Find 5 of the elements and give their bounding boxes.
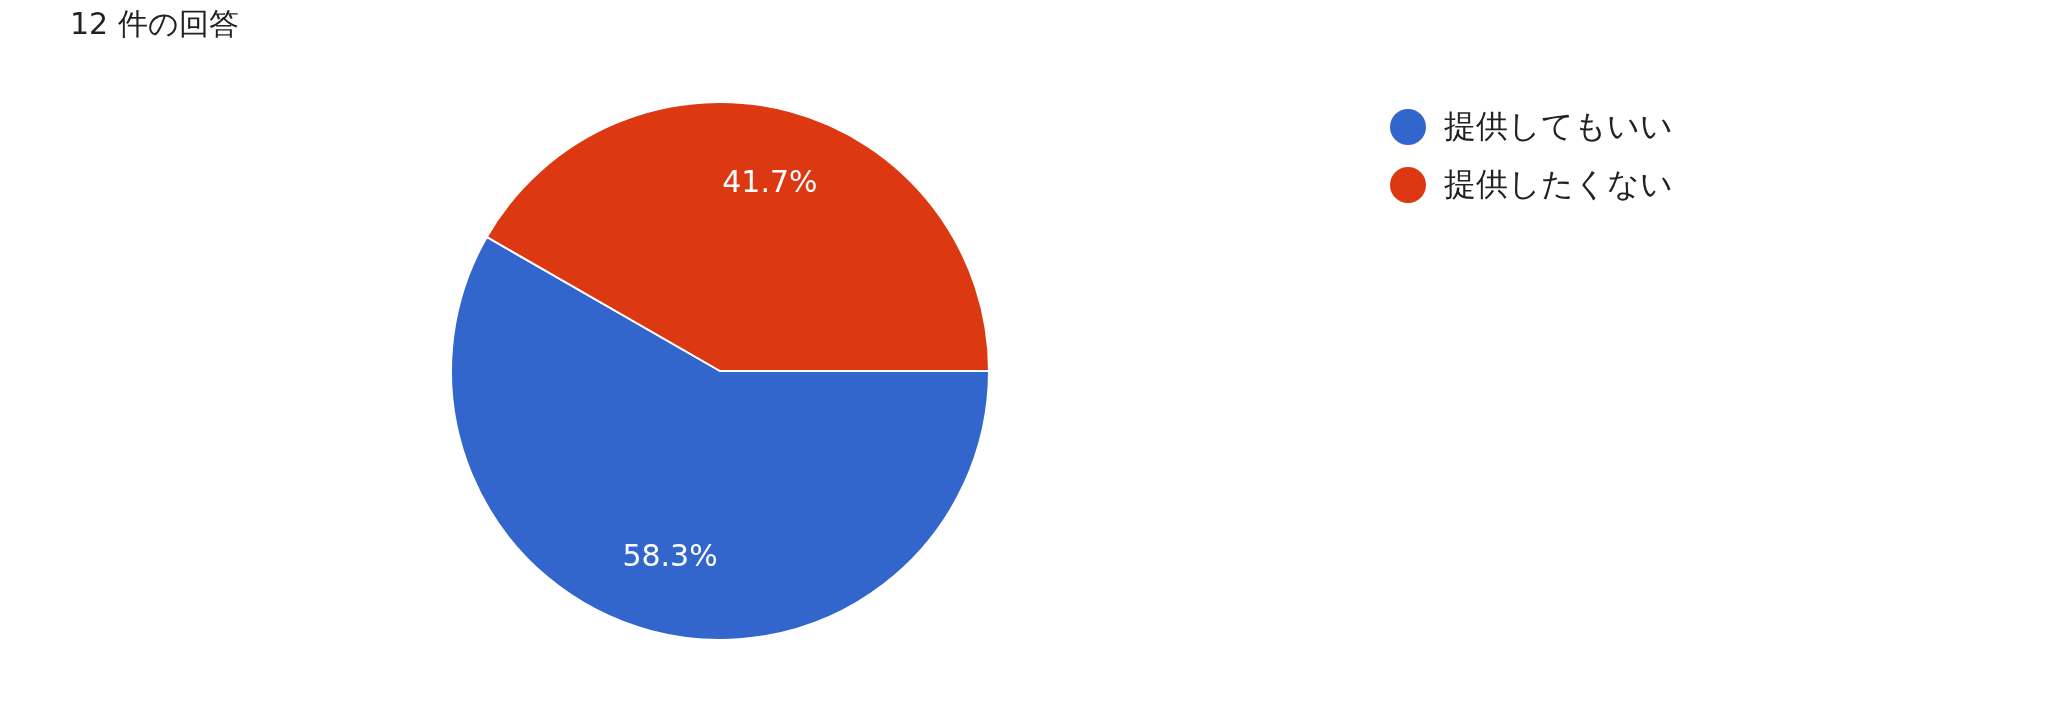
legend-label: 提供してもいい: [1444, 106, 1673, 147]
text: 12 件の回答: [70, 5, 239, 43]
legend-label: 提供したくない: [1444, 164, 1673, 205]
data-label: 58.3%: [622, 537, 718, 573]
data-label: 41.7%: [722, 163, 818, 199]
